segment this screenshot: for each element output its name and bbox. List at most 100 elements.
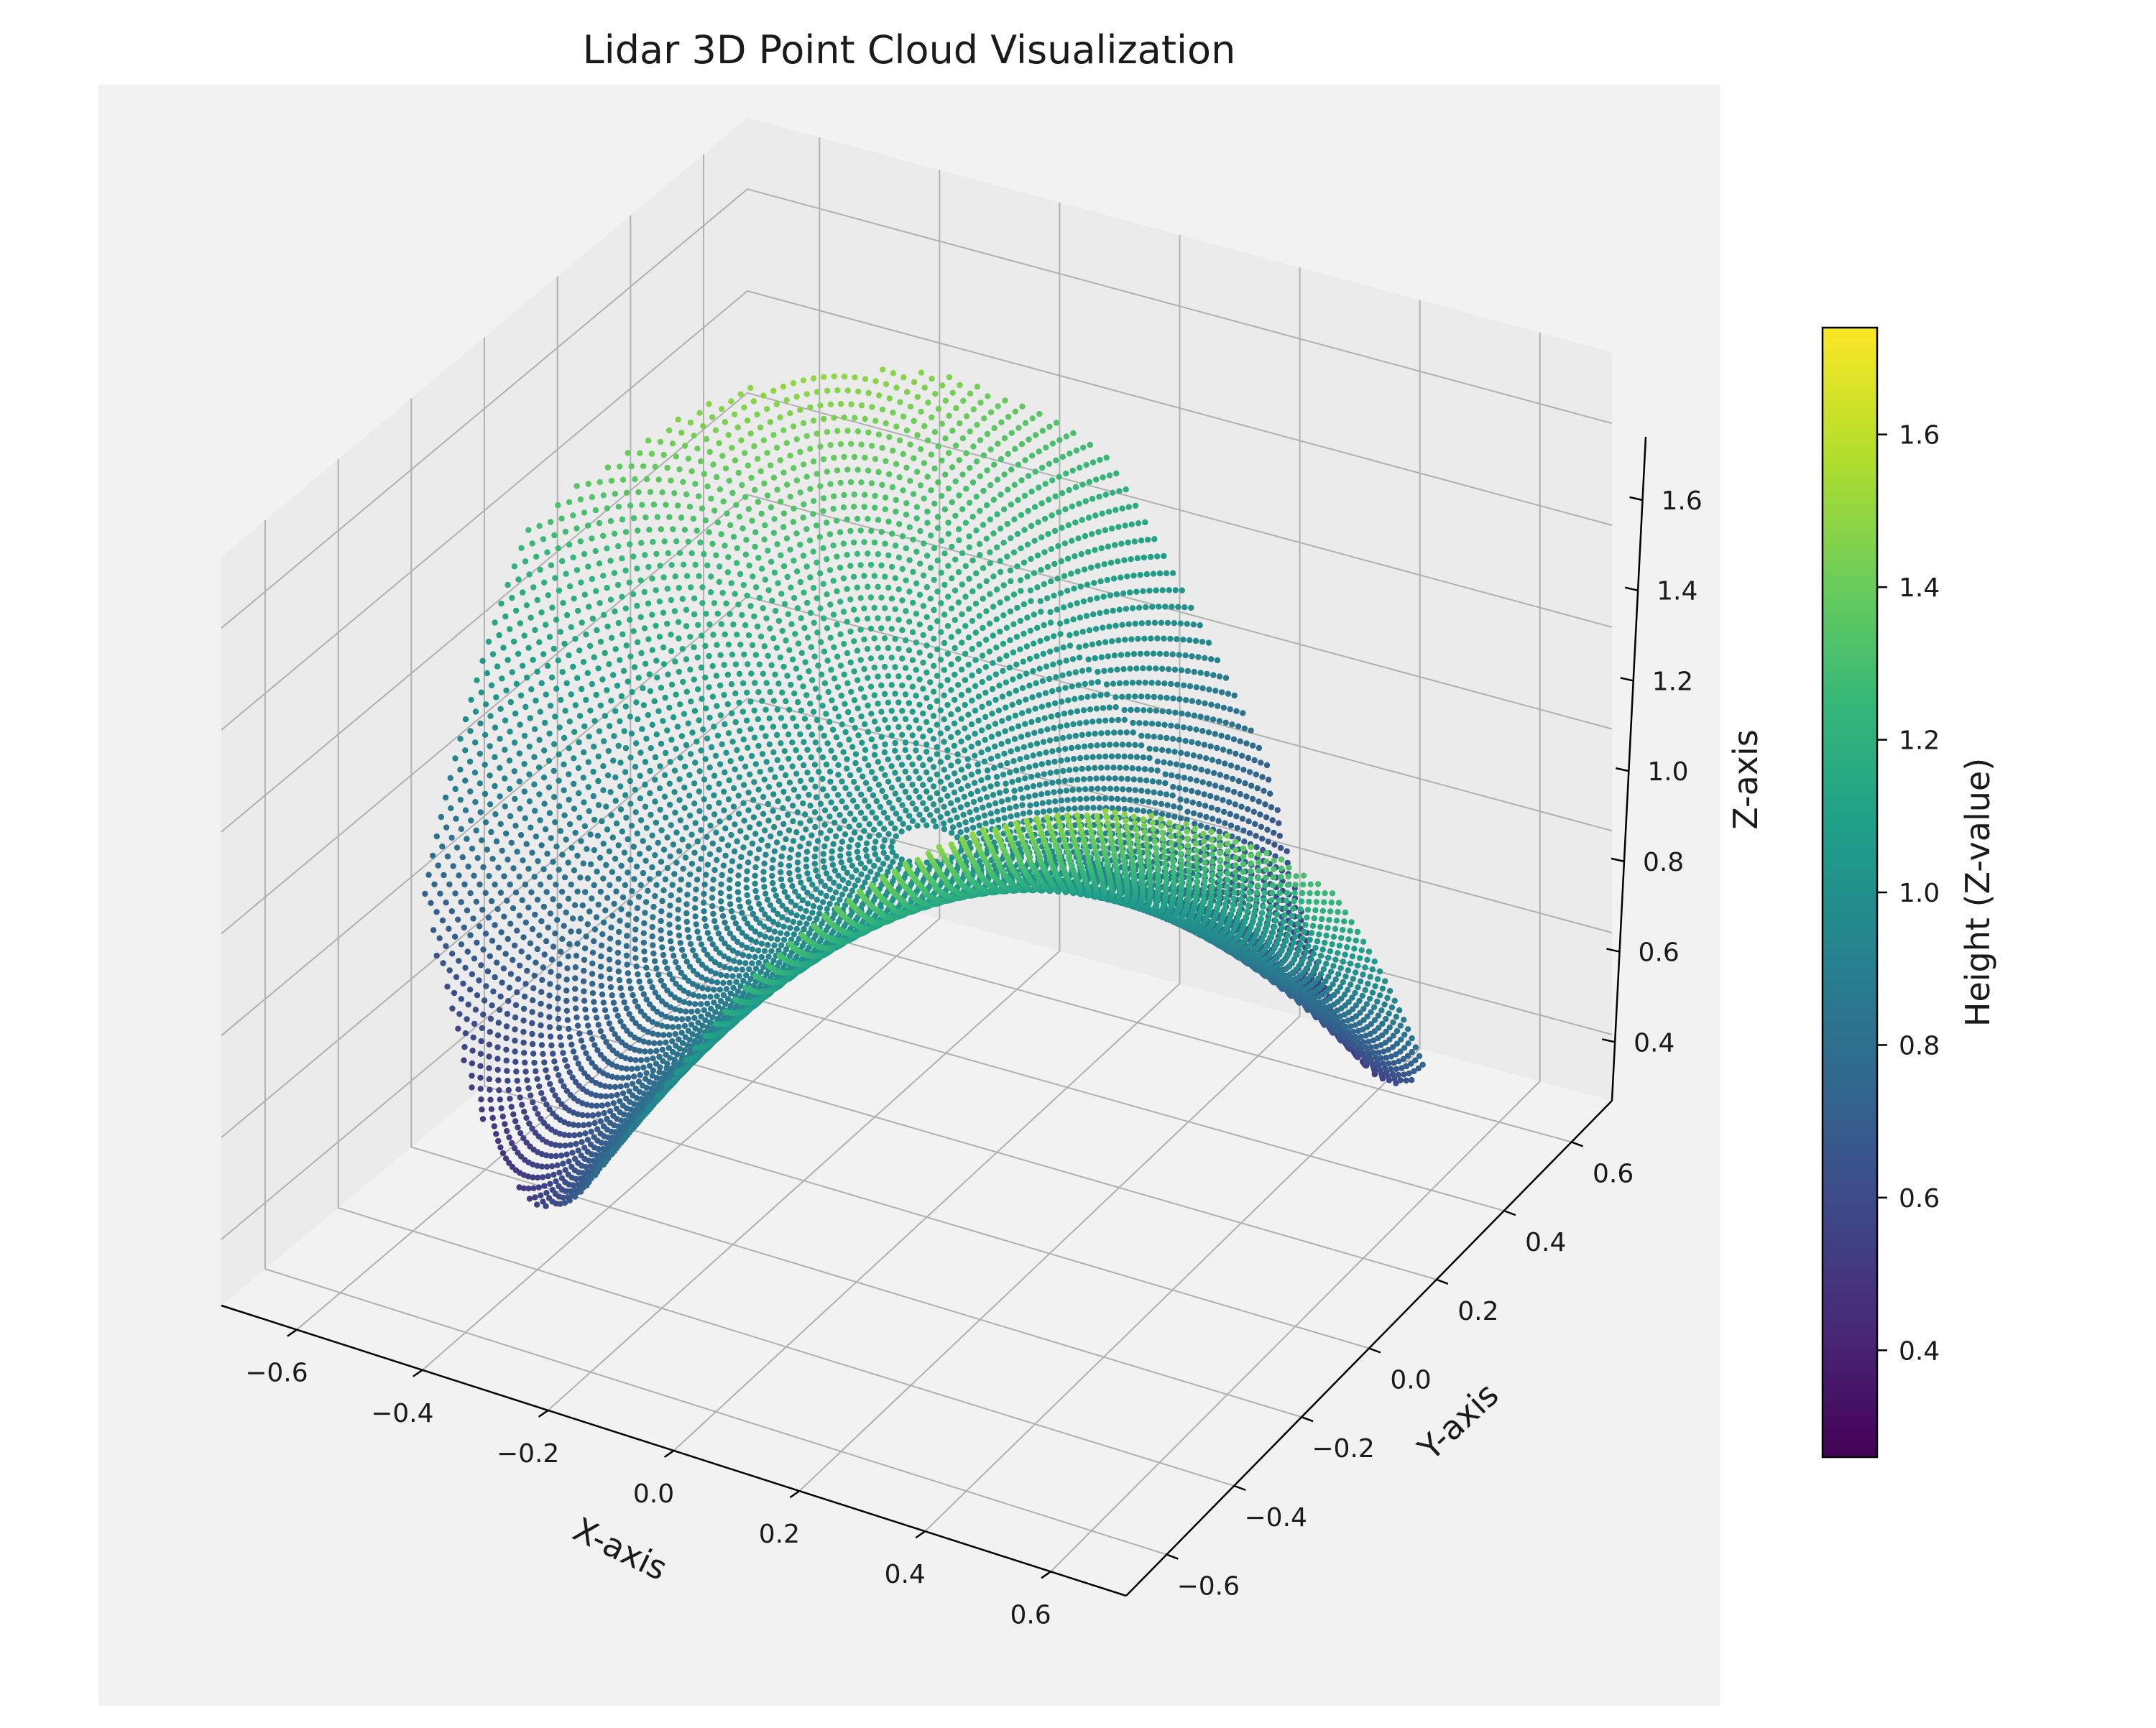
cloud-point [453, 844, 461, 851]
cloud-point [691, 780, 698, 787]
cloud-point [1065, 805, 1072, 813]
cloud-point [574, 852, 581, 859]
cloud-point [595, 665, 602, 672]
cloud-point [589, 971, 596, 977]
cloud-point [747, 905, 754, 912]
cloud-point [615, 842, 622, 849]
cloud-point [938, 629, 944, 635]
cloud-point [954, 797, 961, 803]
cloud-point [503, 1057, 510, 1064]
cloud-point [519, 662, 526, 669]
cloud-point [844, 650, 851, 657]
cloud-point [1000, 771, 1007, 778]
cloud-point [462, 777, 469, 784]
cloud-point [948, 782, 954, 788]
cloud-point [530, 1099, 536, 1106]
cloud-point [740, 581, 747, 588]
cloud-point [952, 587, 959, 593]
cloud-point [622, 792, 629, 798]
cloud-point [906, 588, 913, 595]
cloud-point [596, 479, 603, 486]
cloud-point [558, 1078, 564, 1084]
cloud-point [687, 751, 694, 757]
cloud-point [983, 608, 990, 614]
cloud-point [1141, 766, 1148, 772]
cloud-point [1103, 454, 1110, 461]
cloud-point [494, 1055, 501, 1062]
cloud-point [1232, 801, 1239, 808]
cloud-point [810, 902, 817, 910]
cloud-point [699, 505, 706, 512]
cloud-point [704, 986, 711, 993]
cloud-point [722, 419, 729, 425]
cloud-point [969, 557, 976, 564]
cloud-point [829, 848, 835, 855]
cloud-point [568, 1041, 575, 1048]
cloud-point [1111, 729, 1118, 736]
cloud-point [1238, 803, 1245, 810]
cloud-point [828, 747, 834, 754]
cloud-point [980, 624, 986, 632]
cloud-point [1102, 491, 1110, 498]
cloud-point [975, 768, 982, 775]
cloud-point [502, 803, 508, 810]
cloud-point [1002, 728, 1008, 734]
cloud-point [755, 786, 762, 793]
cloud-point [725, 944, 732, 951]
cloud-point [1241, 838, 1248, 845]
cloud-point [1027, 802, 1033, 809]
cloud-point [796, 674, 803, 681]
cloud-point [1089, 459, 1097, 466]
cloud-point [942, 435, 949, 442]
cloud-point [724, 925, 731, 932]
cloud-point [811, 619, 817, 626]
cloud-point [565, 859, 571, 866]
cloud-point [691, 676, 697, 683]
cloud-point [882, 605, 888, 611]
cloud-point [780, 936, 788, 943]
cloud-point [771, 569, 778, 576]
cloud-point [1218, 732, 1225, 739]
cloud-point [681, 784, 688, 791]
cloud-point [1080, 444, 1087, 451]
cloud-point [795, 640, 802, 647]
cloud-point [962, 775, 968, 781]
cloud-point [1256, 798, 1262, 805]
cloud-point [862, 721, 868, 728]
cloud-point [692, 820, 699, 826]
cloud-point [1085, 765, 1092, 772]
cloud-point [824, 625, 831, 632]
cloud-point [683, 623, 690, 629]
cloud-point [664, 727, 671, 734]
cloud-point [755, 499, 762, 505]
cloud-point [885, 471, 893, 478]
cloud-point [824, 556, 830, 563]
cloud-point [1006, 770, 1013, 776]
cloud-point [667, 902, 673, 909]
cloud-point [1249, 795, 1256, 803]
cloud-point [732, 591, 738, 597]
cloud-point [899, 627, 906, 634]
cloud-point [1055, 542, 1061, 550]
cloud-point [699, 600, 706, 606]
cloud-point [923, 749, 930, 755]
cloud-point [538, 680, 545, 687]
cloud-point [760, 437, 768, 443]
cloud-point [821, 864, 828, 871]
cloud-point [1240, 767, 1247, 773]
cloud-point [842, 785, 849, 792]
cloud-point [995, 753, 1001, 759]
cloud-point [910, 536, 916, 543]
cloud-point [699, 632, 705, 639]
cloud-point [868, 769, 875, 775]
cloud-point [1157, 734, 1164, 741]
cloud-point [735, 925, 742, 932]
cloud-point [1006, 665, 1013, 671]
cloud-point [643, 996, 650, 1003]
cloud-point [1100, 624, 1106, 631]
cloud-point [732, 920, 739, 927]
cloud-point [967, 790, 975, 798]
cloud-point [531, 972, 538, 979]
cloud-point [729, 489, 736, 496]
cloud-point [1017, 756, 1023, 762]
